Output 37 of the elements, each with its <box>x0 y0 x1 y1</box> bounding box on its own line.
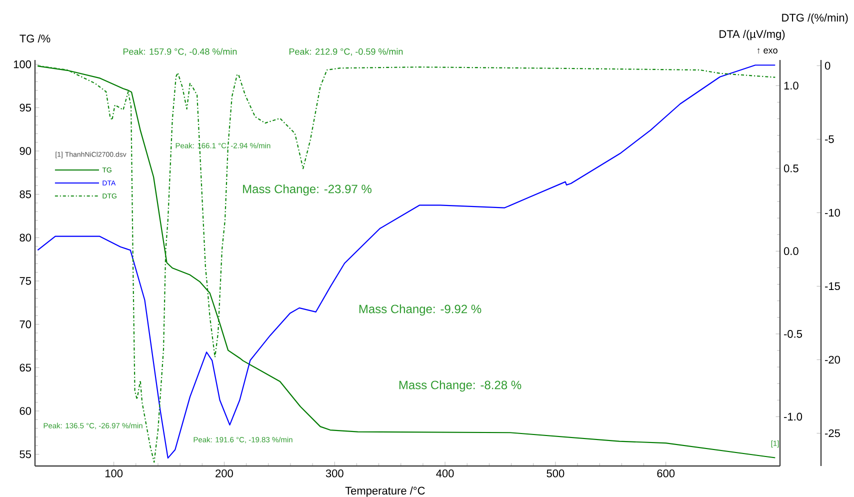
x-tick-label: 400 <box>436 470 454 478</box>
y2-tick-label: -0.5 <box>784 330 802 338</box>
x-tick-label: 300 <box>326 470 344 478</box>
y3-tick-label: -20 <box>825 356 840 364</box>
y-axis-title: TG /% <box>20 34 50 42</box>
y3-tick-label: 0 <box>824 62 830 70</box>
y3-tick-label: -15 <box>825 282 840 290</box>
y3-tick-label: -5 <box>825 135 834 144</box>
x-tick-label: 500 <box>546 470 564 478</box>
y-tick-label: 80 <box>20 234 32 242</box>
y-tick-label: 70 <box>20 320 32 328</box>
y3-tick-label: -25 <box>825 429 840 438</box>
x-tick-label: 200 <box>216 470 233 478</box>
annotation: Mass Change: -23.97 % <box>243 184 372 196</box>
text: ↑ exo <box>757 48 778 54</box>
x-axis-title: Temperature /°C <box>345 486 425 497</box>
annotation: Mass Change: -8.28 % <box>399 380 522 392</box>
text: Peak: 157.9 °C, -0.48 %/min <box>123 48 237 56</box>
x-tick-label: 600 <box>657 470 675 478</box>
y-tick-label: 95 <box>20 104 32 112</box>
y3-axis-title: DTG /(%/min) <box>782 13 848 24</box>
y-tick-label: 65 <box>20 364 32 372</box>
annotation: Mass Change: -9.92 % <box>359 304 482 316</box>
y3-tick-label: -10 <box>825 208 840 217</box>
y-tick-label: 75 <box>20 277 32 285</box>
y2-tick-label: 1.0 <box>784 82 798 90</box>
y-tick-label: 90 <box>20 147 32 155</box>
y2-tick-label: 0.0 <box>784 247 798 256</box>
y-tick-label: 60 <box>20 407 32 415</box>
y-tick-label: 100 <box>14 60 32 68</box>
y2-tick-label: 0.5 <box>784 164 798 172</box>
y-tick-label: 55 <box>20 450 32 458</box>
y2-tick-label: -1.0 <box>784 412 802 421</box>
text: Peak: 212.9 °C, -0.59 %/min <box>289 48 403 56</box>
x-tick-label: 100 <box>105 470 123 478</box>
y2-axis-title: DTA /(µV/mg) <box>720 30 785 40</box>
y-tick-label: 85 <box>20 190 32 198</box>
